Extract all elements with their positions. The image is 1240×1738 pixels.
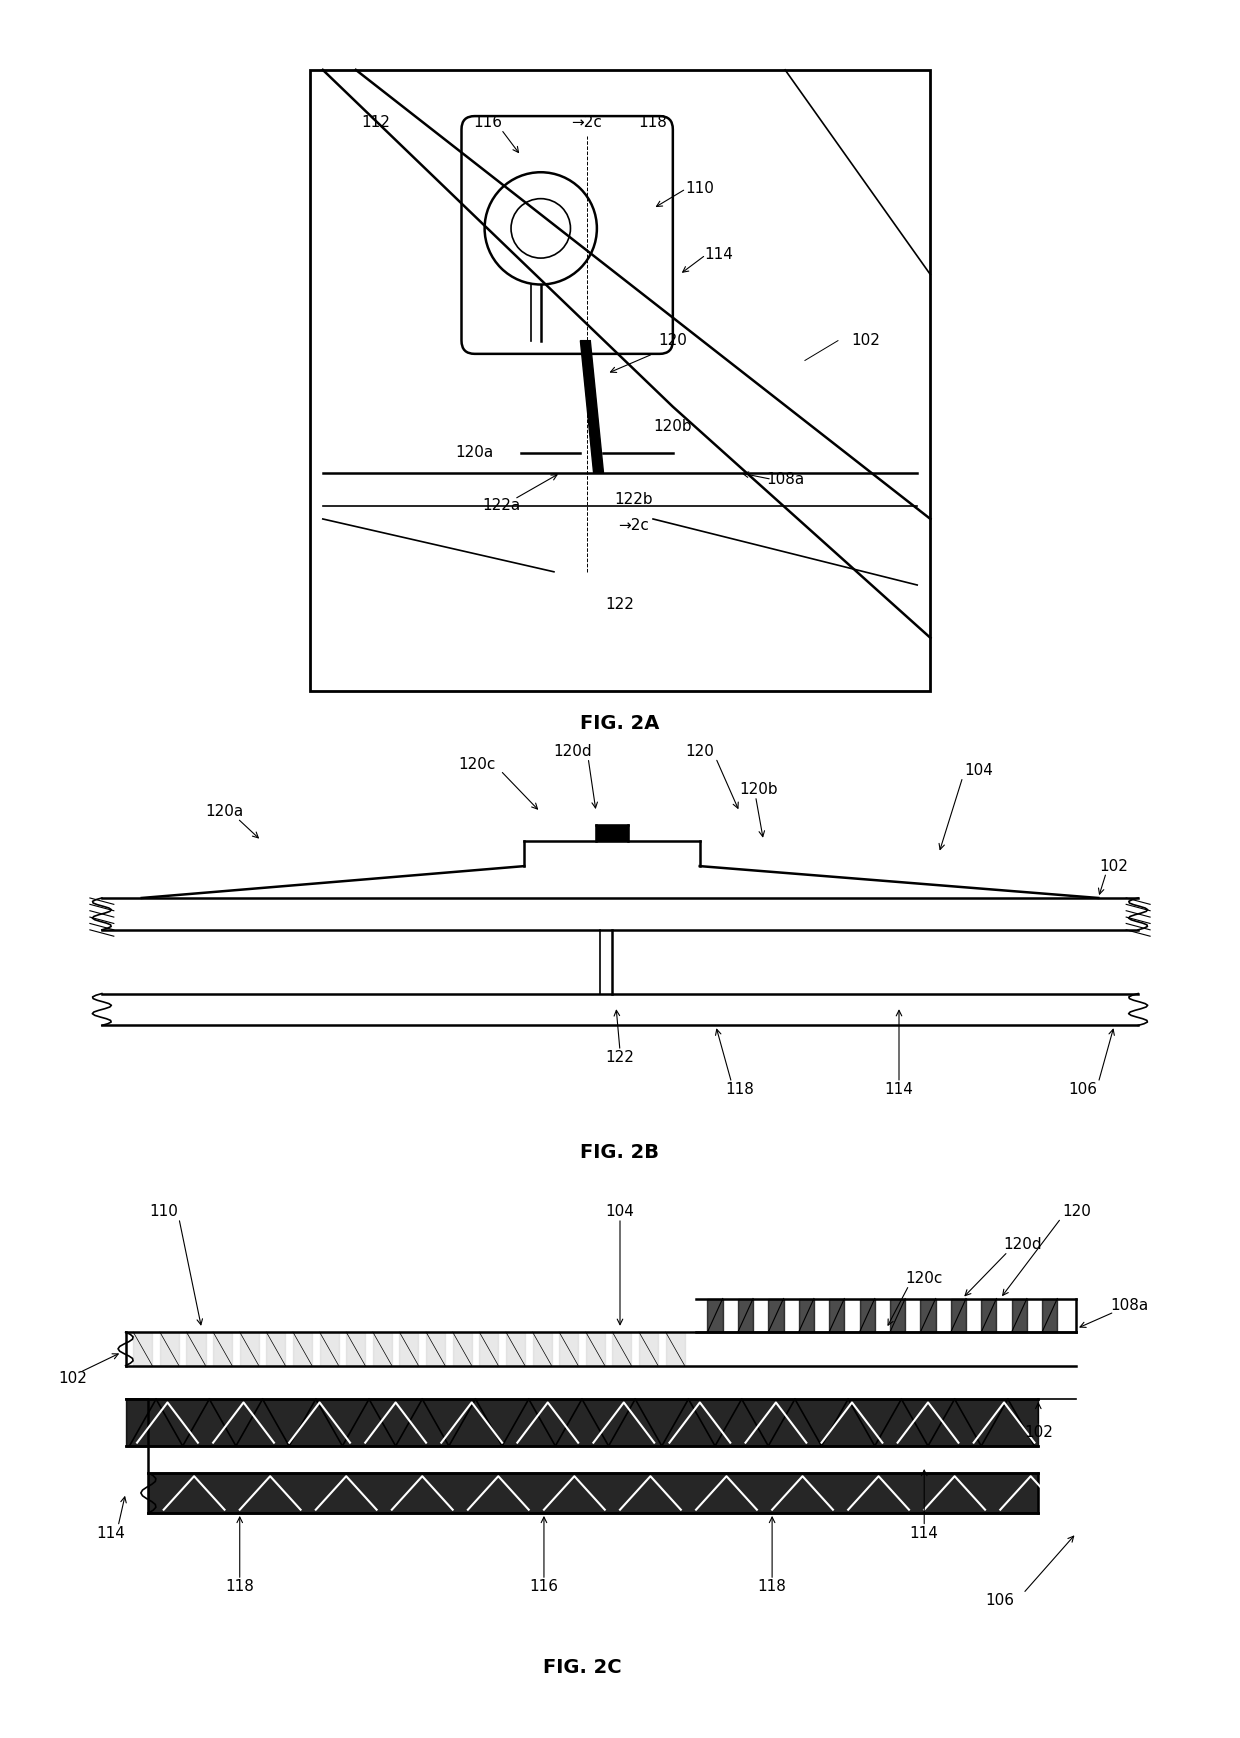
Polygon shape: [559, 1331, 578, 1366]
FancyBboxPatch shape: [310, 70, 930, 690]
Text: 108a: 108a: [766, 471, 805, 487]
Text: 120: 120: [686, 744, 714, 760]
Polygon shape: [149, 1472, 1038, 1514]
Text: 118: 118: [758, 1580, 786, 1594]
Polygon shape: [830, 1298, 844, 1331]
Text: 110: 110: [149, 1204, 179, 1218]
Text: 118: 118: [639, 115, 667, 130]
Circle shape: [511, 198, 570, 259]
Text: 114: 114: [704, 247, 734, 262]
Text: 102: 102: [851, 334, 880, 348]
Text: 120c: 120c: [458, 756, 495, 772]
Text: 106: 106: [1068, 1081, 1097, 1097]
Polygon shape: [585, 1331, 605, 1366]
Text: 102: 102: [1100, 859, 1128, 874]
Text: 116: 116: [529, 1580, 558, 1594]
Polygon shape: [951, 1298, 966, 1331]
Text: 122a: 122a: [482, 499, 521, 513]
Text: FIG. 2C: FIG. 2C: [543, 1658, 621, 1677]
Polygon shape: [373, 1331, 392, 1366]
Text: 120d: 120d: [553, 744, 591, 760]
Circle shape: [485, 172, 596, 285]
Polygon shape: [346, 1331, 366, 1366]
Text: 106: 106: [986, 1592, 1014, 1608]
Text: 116: 116: [474, 115, 502, 130]
Polygon shape: [532, 1331, 552, 1366]
Text: 120c: 120c: [905, 1270, 942, 1286]
Polygon shape: [580, 341, 604, 473]
Text: 114: 114: [95, 1526, 125, 1540]
Text: 108a: 108a: [1111, 1298, 1148, 1312]
Polygon shape: [890, 1298, 905, 1331]
Polygon shape: [399, 1331, 418, 1366]
Polygon shape: [213, 1331, 232, 1366]
Polygon shape: [267, 1331, 285, 1366]
Polygon shape: [186, 1331, 206, 1366]
Text: 114: 114: [910, 1526, 939, 1540]
Polygon shape: [1012, 1298, 1027, 1331]
Text: →2c: →2c: [618, 518, 649, 534]
Polygon shape: [480, 1331, 498, 1366]
Text: 120a: 120a: [206, 805, 244, 819]
Text: 120a: 120a: [455, 445, 494, 461]
Text: →2c: →2c: [572, 115, 603, 130]
Polygon shape: [708, 1298, 723, 1331]
Text: 120b: 120b: [739, 782, 779, 798]
Text: 120: 120: [1061, 1204, 1091, 1218]
Polygon shape: [920, 1298, 936, 1331]
Polygon shape: [799, 1298, 813, 1331]
Polygon shape: [427, 1331, 445, 1366]
Text: FIG. 2B: FIG. 2B: [580, 1144, 660, 1163]
Text: 110: 110: [684, 181, 714, 196]
Polygon shape: [320, 1331, 339, 1366]
Polygon shape: [506, 1331, 525, 1366]
Polygon shape: [613, 1331, 631, 1366]
Polygon shape: [133, 1331, 153, 1366]
Polygon shape: [160, 1331, 179, 1366]
Text: 102: 102: [58, 1371, 87, 1387]
Text: 104: 104: [605, 1204, 635, 1218]
Text: 102: 102: [1024, 1425, 1053, 1441]
Polygon shape: [596, 826, 627, 841]
Text: 118: 118: [226, 1580, 254, 1594]
Text: FIG. 2A: FIG. 2A: [580, 714, 660, 733]
Text: 120d: 120d: [1003, 1237, 1043, 1253]
Polygon shape: [1042, 1298, 1058, 1331]
Polygon shape: [859, 1298, 874, 1331]
Polygon shape: [639, 1331, 658, 1366]
Polygon shape: [769, 1298, 784, 1331]
Polygon shape: [239, 1331, 259, 1366]
Polygon shape: [738, 1298, 753, 1331]
Text: 112: 112: [361, 115, 391, 130]
Polygon shape: [453, 1331, 471, 1366]
Polygon shape: [981, 1298, 997, 1331]
Text: 118: 118: [725, 1081, 754, 1097]
Text: 120b: 120b: [653, 419, 692, 434]
Text: 122b: 122b: [614, 492, 652, 507]
Text: 104: 104: [965, 763, 993, 779]
Polygon shape: [293, 1331, 312, 1366]
Text: 122: 122: [605, 1050, 635, 1065]
Polygon shape: [666, 1331, 684, 1366]
Text: 122: 122: [605, 598, 635, 612]
Text: 114: 114: [884, 1081, 914, 1097]
Polygon shape: [125, 1399, 1038, 1446]
FancyBboxPatch shape: [461, 116, 673, 355]
Text: 120: 120: [658, 334, 687, 348]
